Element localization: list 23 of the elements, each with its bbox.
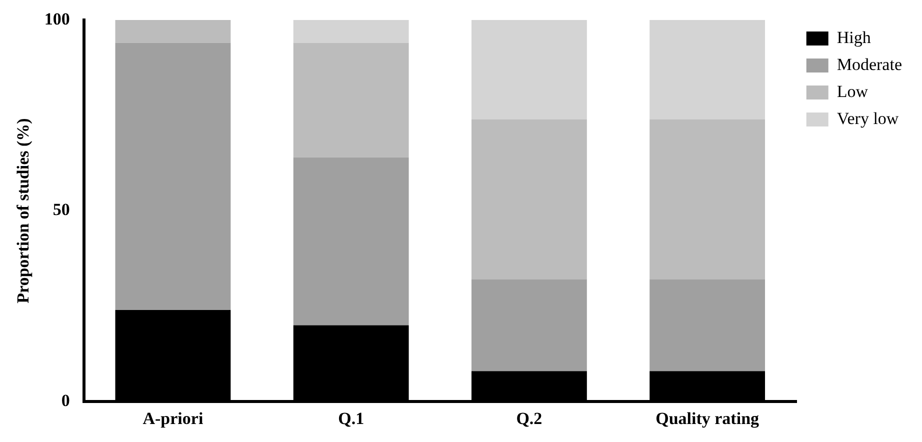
x-tick-label: Q.1 [338, 409, 364, 428]
y-tick-label: 50 [52, 200, 70, 220]
bar [115, 20, 231, 43]
legend-label: Moderate [836, 54, 902, 74]
legend-label: High [836, 28, 872, 47]
bar [650, 279, 766, 372]
y-tick-label: 0 [61, 390, 70, 410]
y-axis-title: Proportion of studies (%) [14, 118, 33, 304]
legend-label: Very low [836, 108, 900, 128]
y-tick-label: 100 [44, 9, 70, 28]
bar [293, 42, 409, 158]
x-tick-label: Quality rating [656, 409, 760, 428]
bar [115, 42, 231, 310]
x-tick-label: Q.2 [516, 409, 542, 428]
bar [471, 119, 587, 280]
bar [650, 119, 766, 280]
bar [471, 20, 587, 120]
bar [293, 157, 409, 326]
bar [471, 279, 587, 372]
legend-label: Low [836, 82, 869, 101]
bar [650, 20, 766, 120]
x-tick-label: A-priori [142, 409, 204, 428]
bar [293, 20, 409, 43]
